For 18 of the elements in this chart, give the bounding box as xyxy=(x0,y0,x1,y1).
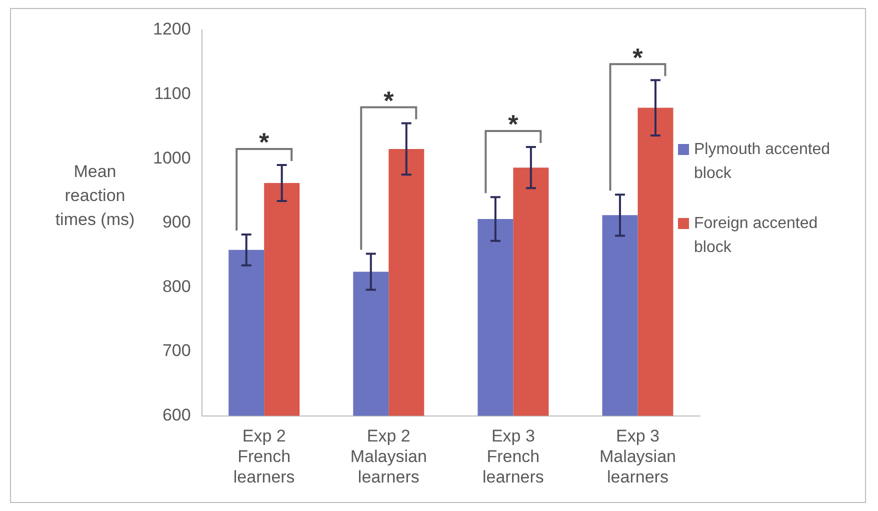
y-tick-label: 900 xyxy=(162,212,191,232)
x-tick-label: Exp 3 Malaysian learners xyxy=(599,426,676,486)
y-tick-label: 1200 xyxy=(152,20,191,39)
y-axis-title: Mean reaction times (ms) xyxy=(54,161,136,231)
annotation: * xyxy=(632,42,644,72)
x-tick-label: Exp 3 French learners xyxy=(482,426,544,486)
annotation: * xyxy=(508,109,520,140)
y-tick-label: 600 xyxy=(162,405,191,424)
x-tick-label: Exp 2 Malaysian learners xyxy=(350,426,427,486)
y-tick-label: 1000 xyxy=(152,148,191,168)
y-tick-label: 700 xyxy=(162,341,191,360)
x-tick-label: Exp 2 French learners xyxy=(233,426,295,486)
legend-label: Plymouth accented block xyxy=(694,140,832,184)
y-tick-label: 1100 xyxy=(154,84,191,103)
legend-label: Foreign accented block xyxy=(694,214,819,258)
annotation: * xyxy=(259,127,270,158)
y-tick-label: 800 xyxy=(162,276,191,296)
annotation: * xyxy=(384,85,395,116)
